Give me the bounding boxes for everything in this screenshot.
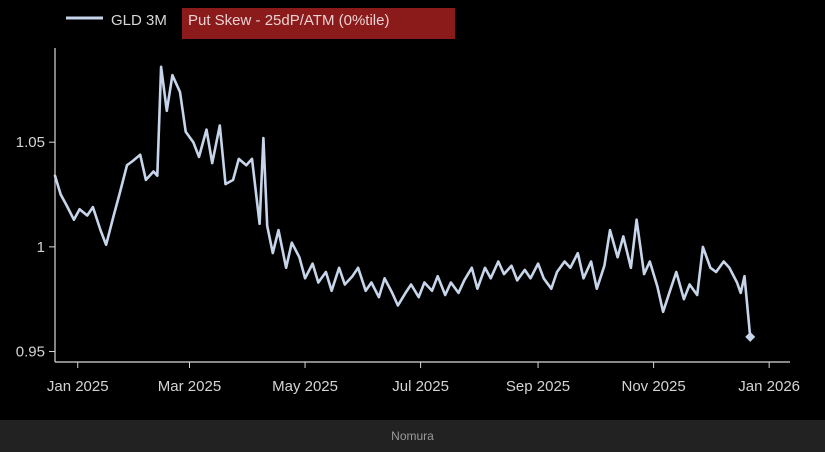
legend-highlight-background — [182, 8, 455, 39]
x-tick-label: May 2025 — [272, 378, 338, 395]
chart-area: GLD 3M Put Skew - 25dP/ATM (0%tile) 0.95… — [15, 8, 801, 395]
legend: GLD 3M Put Skew - 25dP/ATM (0%tile) — [66, 8, 455, 39]
series-line — [53, 65, 752, 339]
x-tick-label: Jan 2026 — [738, 378, 800, 395]
axes — [54, 48, 790, 363]
y-tick-label: 1.05 — [16, 134, 45, 151]
series-layer — [53, 65, 756, 342]
source-caption: Nomura — [0, 420, 825, 452]
ticks: 0.95 1 1.05 Jan 2025 Mar 2025 May 2025 Jul 202… — [16, 134, 800, 395]
x-tick-label: Nov 2025 — [621, 378, 685, 395]
y-tick-label: 0.95 — [16, 344, 45, 361]
legend-prefix: GLD 3M — [111, 12, 167, 29]
y-tick-label: 1 — [37, 239, 45, 256]
x-tick-label: Jul 2025 — [392, 378, 449, 395]
x-tick-label: Sep 2025 — [506, 378, 570, 395]
legend-highlight-text: Put Skew - 25dP/ATM (0%tile) — [188, 12, 389, 29]
line-chart: GLD 3M Put Skew - 25dP/ATM (0%tile) 0.95… — [16, 8, 800, 395]
last-point-marker — [745, 331, 756, 342]
x-tick-label: Mar 2025 — [158, 378, 221, 395]
x-tick-label: Jan 2025 — [47, 378, 109, 395]
